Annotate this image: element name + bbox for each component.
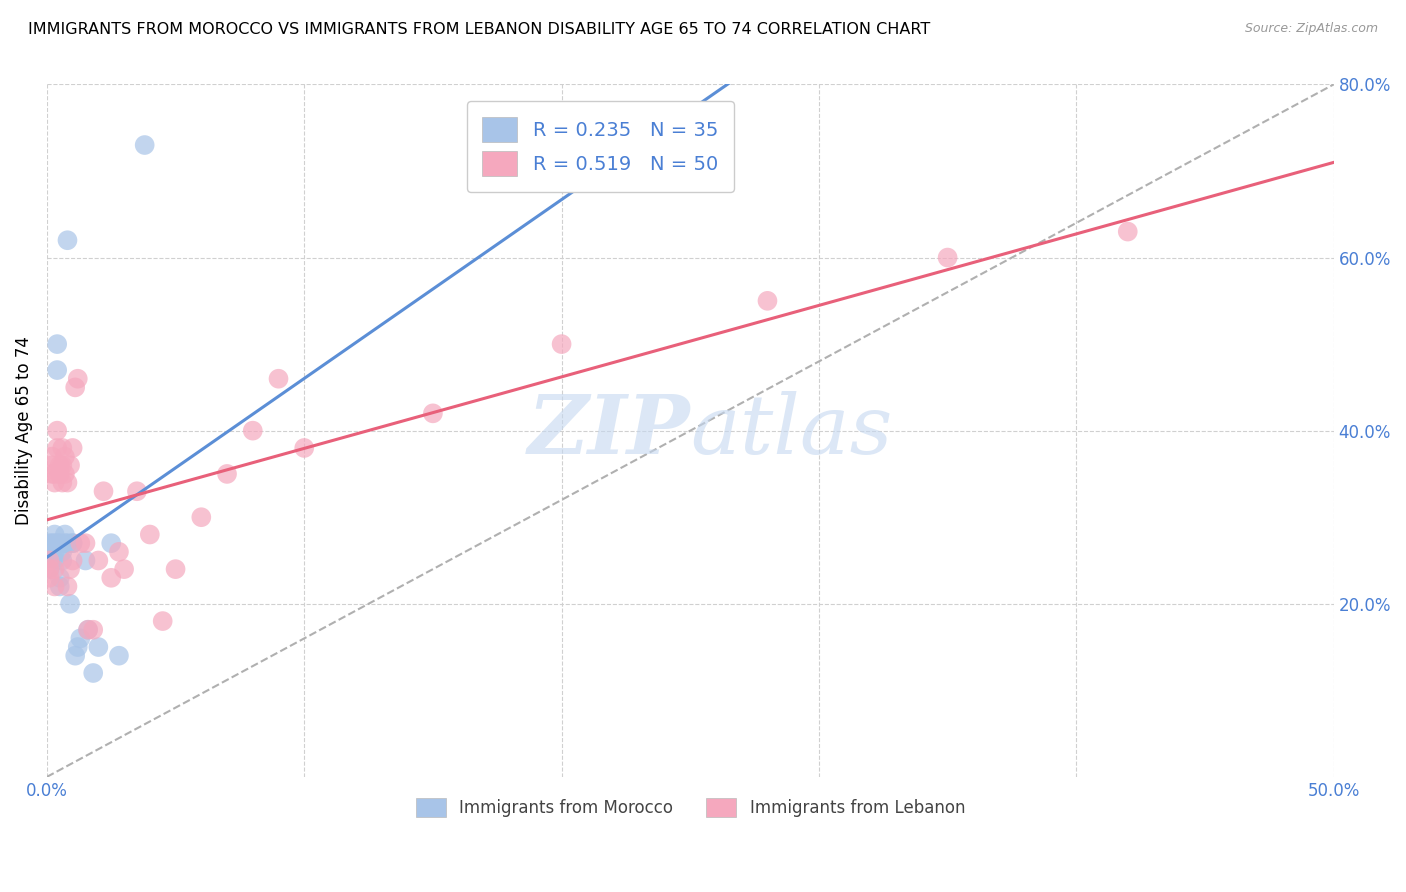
Point — [46, 337, 69, 351]
Point — [49, 579, 72, 593]
Point — [215, 467, 238, 481]
Point — [51, 553, 73, 567]
Y-axis label: Disability Age 65 to 74: Disability Age 65 to 74 — [15, 336, 32, 525]
Point — [44, 536, 66, 550]
Point — [41, 545, 63, 559]
Point — [550, 337, 572, 351]
Point — [62, 553, 84, 567]
Point — [51, 475, 73, 490]
Text: IMMIGRANTS FROM MOROCCO VS IMMIGRANTS FROM LEBANON DISABILITY AGE 65 TO 74 CORRE: IMMIGRANTS FROM MOROCCO VS IMMIGRANTS FR… — [28, 22, 931, 37]
Point — [63, 380, 86, 394]
Point — [77, 623, 100, 637]
Point — [756, 293, 779, 308]
Point — [38, 571, 60, 585]
Point — [46, 536, 69, 550]
Point — [38, 553, 60, 567]
Point — [44, 579, 66, 593]
Point — [100, 571, 122, 585]
Point — [108, 648, 131, 663]
Point — [134, 138, 156, 153]
Point — [1116, 225, 1139, 239]
Point — [139, 527, 162, 541]
Point — [936, 251, 959, 265]
Point — [82, 665, 104, 680]
Text: ZIP: ZIP — [527, 391, 690, 471]
Point — [59, 597, 82, 611]
Point — [41, 536, 63, 550]
Point — [242, 424, 264, 438]
Point — [49, 571, 72, 585]
Point — [63, 648, 86, 663]
Point — [165, 562, 187, 576]
Point — [77, 623, 100, 637]
Point — [41, 467, 63, 481]
Point — [69, 632, 91, 646]
Point — [292, 441, 315, 455]
Point — [87, 640, 110, 654]
Point — [56, 475, 79, 490]
Point — [46, 424, 69, 438]
Point — [44, 475, 66, 490]
Point — [190, 510, 212, 524]
Point — [38, 562, 60, 576]
Point — [46, 363, 69, 377]
Point — [112, 562, 135, 576]
Point — [56, 579, 79, 593]
Point — [62, 536, 84, 550]
Point — [125, 484, 148, 499]
Point — [56, 233, 79, 247]
Point — [38, 553, 60, 567]
Point — [49, 458, 72, 473]
Point — [66, 640, 89, 654]
Point — [108, 545, 131, 559]
Point — [56, 536, 79, 550]
Point — [100, 536, 122, 550]
Point — [69, 536, 91, 550]
Point — [267, 372, 290, 386]
Point — [41, 458, 63, 473]
Point — [152, 614, 174, 628]
Point — [66, 372, 89, 386]
Point — [51, 458, 73, 473]
Text: atlas: atlas — [690, 391, 893, 471]
Point — [49, 536, 72, 550]
Point — [87, 553, 110, 567]
Point — [46, 441, 69, 455]
Point — [62, 441, 84, 455]
Point — [51, 441, 73, 455]
Text: Source: ZipAtlas.com: Source: ZipAtlas.com — [1244, 22, 1378, 36]
Point — [41, 553, 63, 567]
Point — [44, 553, 66, 567]
Point — [75, 553, 97, 567]
Point — [82, 623, 104, 637]
Point — [51, 545, 73, 559]
Point — [49, 467, 72, 481]
Point — [41, 450, 63, 464]
Point — [53, 450, 76, 464]
Point — [44, 467, 66, 481]
Point — [59, 458, 82, 473]
Point — [53, 467, 76, 481]
Legend: Immigrants from Morocco, Immigrants from Lebanon: Immigrants from Morocco, Immigrants from… — [409, 791, 972, 824]
Point — [53, 527, 76, 541]
Point — [422, 406, 444, 420]
Point — [75, 536, 97, 550]
Point — [44, 562, 66, 576]
Point — [59, 562, 82, 576]
Point — [44, 527, 66, 541]
Point — [53, 536, 76, 550]
Point — [38, 562, 60, 576]
Point — [93, 484, 115, 499]
Point — [62, 536, 84, 550]
Point — [44, 545, 66, 559]
Point — [38, 536, 60, 550]
